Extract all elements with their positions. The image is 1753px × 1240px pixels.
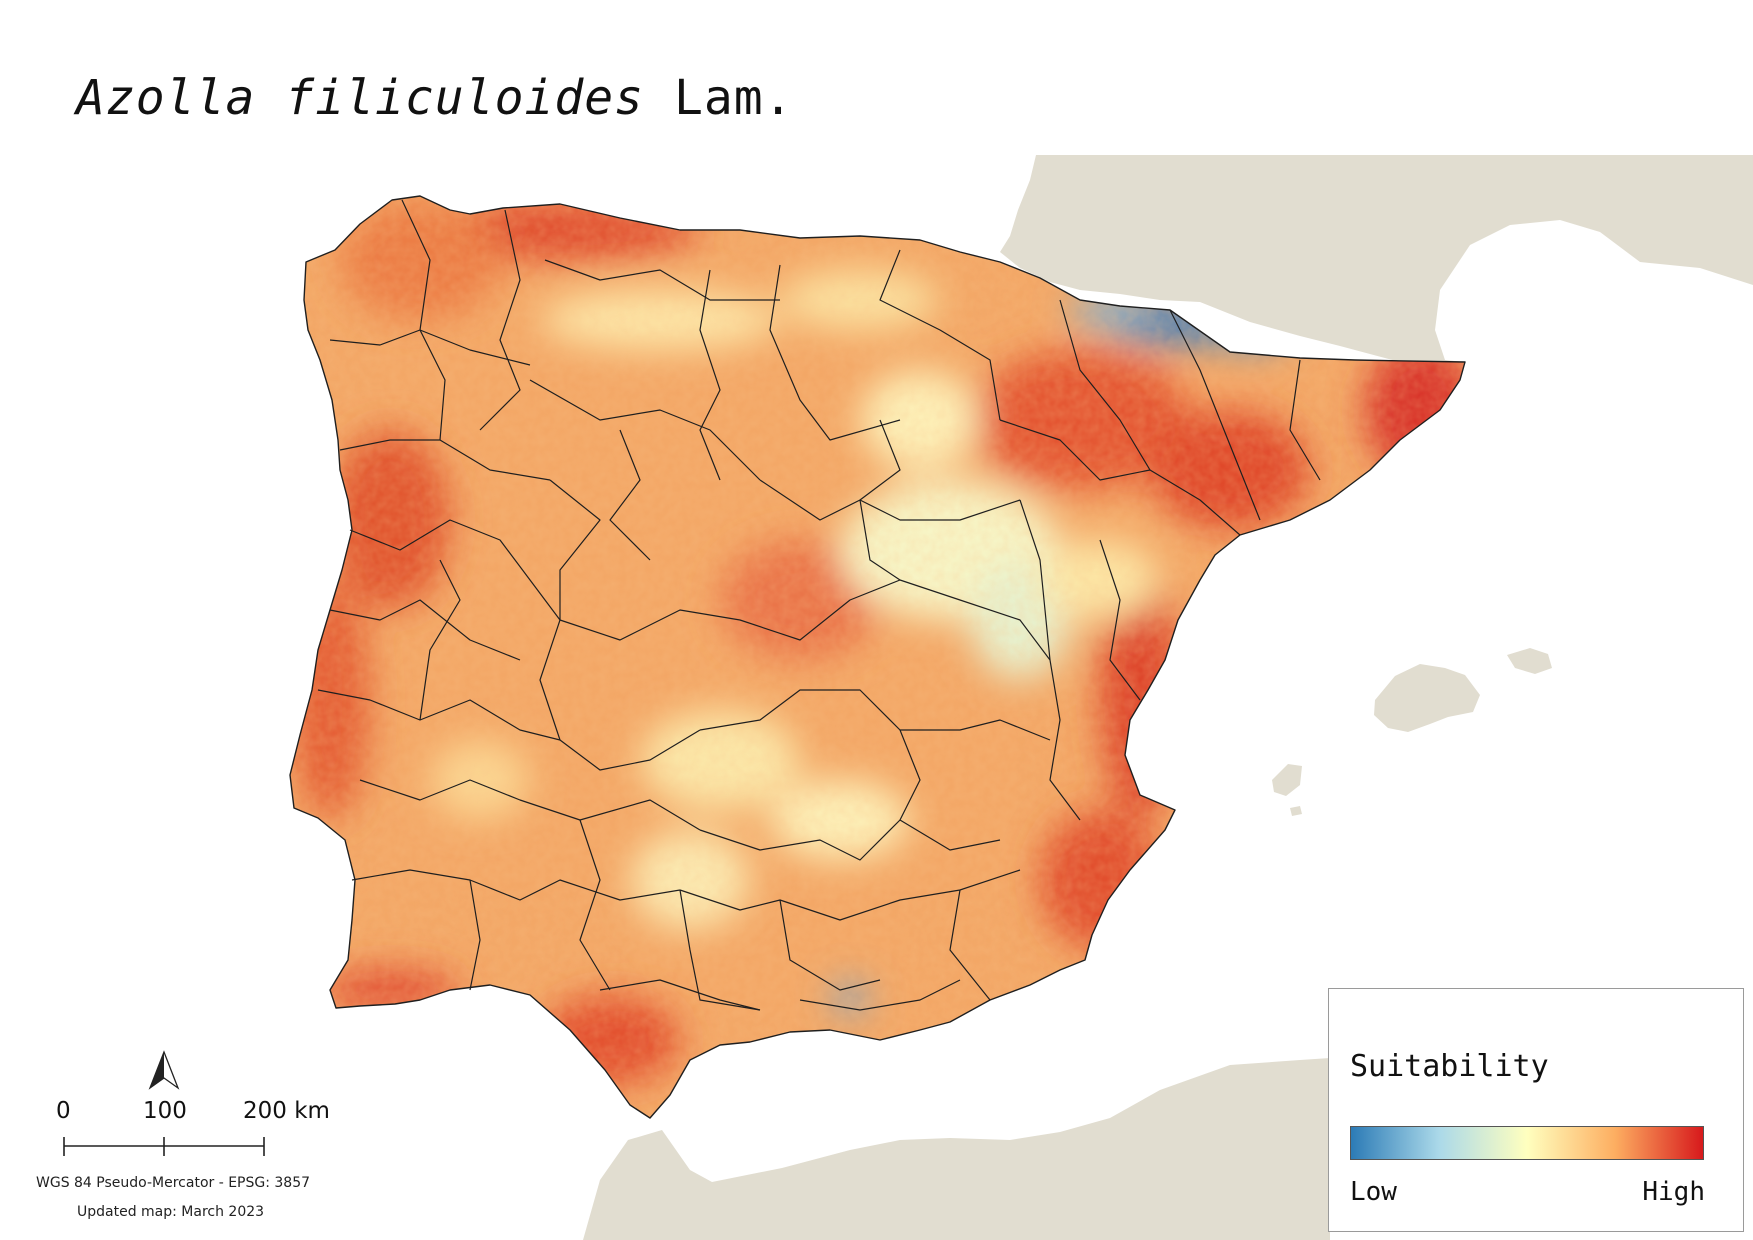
species-authority: Lam. xyxy=(673,70,794,126)
ibiza-land xyxy=(1272,764,1302,796)
france-land xyxy=(1000,155,1753,362)
legend-low-label: Low xyxy=(1350,1177,1397,1207)
neighbouring-land xyxy=(583,155,1753,1240)
map-title: Azolla filiculoides Lam. xyxy=(76,70,794,126)
north-arrow-icon xyxy=(148,1050,180,1090)
iberia-coastline xyxy=(289,195,1466,1119)
africa-land xyxy=(583,1058,1330,1240)
legend-title: Suitability xyxy=(1350,1049,1549,1084)
legend-high-label: High xyxy=(1642,1177,1705,1207)
scale-label-0: 0 xyxy=(56,1098,71,1124)
crs-text: WGS 84 Pseudo-Mercator - EPSG: 3857 xyxy=(36,1175,311,1191)
species-name: Azolla filiculoides xyxy=(76,70,645,126)
mallorca-land xyxy=(1374,664,1480,732)
scale-label-100: 100 xyxy=(143,1098,187,1124)
scale-bar xyxy=(63,1137,265,1156)
legend: Suitability Low High xyxy=(1328,988,1744,1232)
administrative-borders xyxy=(289,195,1466,1119)
menorca-land xyxy=(1507,648,1552,674)
legend-color-ramp xyxy=(1350,1126,1704,1160)
formentera-land xyxy=(1290,806,1302,816)
scale-label-200: 200 km xyxy=(243,1098,330,1124)
updated-date-text: Updated map: March 2023 xyxy=(77,1204,265,1220)
